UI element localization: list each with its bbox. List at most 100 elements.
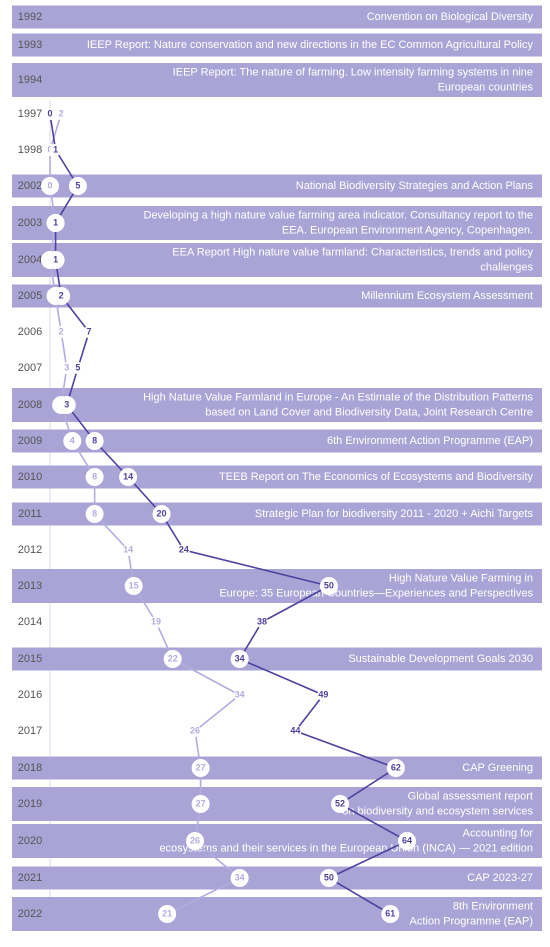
value-label: 44 <box>290 725 300 735</box>
point <box>319 577 338 595</box>
year-label: 2008 <box>18 399 42 411</box>
value-label: 64 <box>402 835 412 845</box>
event-label: Millennium Ecosystem Assessment <box>361 290 533 302</box>
year-label: 1993 <box>18 39 42 51</box>
value-label: 5 <box>75 180 80 190</box>
year-label: 2017 <box>18 725 42 737</box>
event-label: IEEP Report: The nature of farming. Low … <box>173 66 533 78</box>
point <box>230 869 249 887</box>
point <box>186 832 205 850</box>
point <box>317 689 330 701</box>
year-label: 2022 <box>18 908 42 920</box>
value-label: 2 <box>59 290 64 300</box>
point <box>68 177 87 195</box>
event-label: High Nature Value Farmland in Europe - A… <box>143 391 533 403</box>
point <box>319 869 338 887</box>
value-label: 14 <box>123 471 133 481</box>
year-label: 1992 <box>18 11 42 23</box>
year-label: 2019 <box>18 798 42 810</box>
value-label: 52 <box>335 798 345 808</box>
value-label: 38 <box>257 616 267 626</box>
value-label: 3 <box>64 362 69 372</box>
event-label: European countries <box>438 81 534 93</box>
year-label: 2014 <box>18 616 42 628</box>
point <box>85 468 104 486</box>
event-band <box>12 897 542 931</box>
year-label: 2003 <box>18 217 42 229</box>
value-label: 22 <box>168 653 178 663</box>
event-label: 8th Environment <box>453 900 533 912</box>
event-band <box>12 206 542 240</box>
event-band <box>12 824 542 858</box>
point <box>49 144 62 156</box>
event-label: Convention on Biological Diversity <box>367 11 534 23</box>
value-label: 8 <box>92 508 97 518</box>
point <box>152 505 171 523</box>
point <box>46 251 65 269</box>
year-label: 2020 <box>18 835 42 847</box>
event-band <box>12 465 542 489</box>
event-label: 6th Environment Action Programme (EAP) <box>327 435 533 447</box>
value-label: 50 <box>324 872 334 882</box>
event-band <box>12 33 542 57</box>
event-label: TEEB Report on The Economics of Ecosyste… <box>219 471 534 483</box>
event-label: IEEP Report: Nature conservation and new… <box>87 39 534 51</box>
year-label: 2010 <box>18 471 42 483</box>
value-label: 34 <box>235 689 245 699</box>
point <box>71 362 84 374</box>
point <box>46 214 65 232</box>
event-band <box>12 502 542 526</box>
event-band <box>12 569 542 603</box>
year-label: 2009 <box>18 435 42 447</box>
event-label: ecosystems and their services in the Eur… <box>159 842 533 854</box>
year-label: 2012 <box>18 544 42 556</box>
value-label: 26 <box>190 725 200 735</box>
value-label: 62 <box>391 762 401 772</box>
event-label: challenges <box>480 261 533 273</box>
event-band <box>12 174 542 198</box>
event-band <box>12 429 542 453</box>
point <box>44 108 56 120</box>
point <box>57 396 76 414</box>
point <box>85 505 104 523</box>
value-label: 27 <box>196 762 206 772</box>
value-label: 61 <box>385 908 395 918</box>
value-label: 49 <box>318 689 328 699</box>
point <box>124 577 143 595</box>
event-label: Europe: 35 European Countries—Experience… <box>219 587 533 599</box>
value-label: 1 <box>53 254 58 264</box>
point <box>52 287 71 305</box>
point <box>331 795 350 813</box>
year-label: 1994 <box>18 74 42 86</box>
event-label: based on Land Cover and Biodiversity Dat… <box>205 406 533 418</box>
year-label: 1998 <box>18 144 42 156</box>
point <box>83 326 96 338</box>
year-label: 2018 <box>18 762 42 774</box>
value-label: 20 <box>157 508 167 518</box>
point <box>189 725 202 737</box>
value-label: 0 <box>47 180 52 190</box>
year-label: 2016 <box>18 689 42 701</box>
point <box>386 759 405 777</box>
value-label: 34 <box>235 653 245 663</box>
value-label: 27 <box>196 798 206 808</box>
event-label: Developing a high nature value farming a… <box>143 209 533 221</box>
year-label: 2021 <box>18 872 42 884</box>
value-label: 0 <box>47 108 52 118</box>
value-label: 3 <box>64 399 69 409</box>
event-label: EEA. European Environment Agency, Copenh… <box>282 224 533 236</box>
year-label: 2013 <box>18 580 42 592</box>
event-band <box>12 787 542 821</box>
value-label: 34 <box>235 872 245 882</box>
year-label: 2015 <box>18 653 42 665</box>
point <box>163 650 182 668</box>
event-band <box>12 388 542 422</box>
point <box>158 905 177 923</box>
year-label: 2007 <box>18 362 42 374</box>
value-label: 5 <box>75 362 80 372</box>
point <box>41 177 59 195</box>
event-band <box>12 63 542 97</box>
point <box>55 108 68 120</box>
value-label: 26 <box>190 835 200 845</box>
